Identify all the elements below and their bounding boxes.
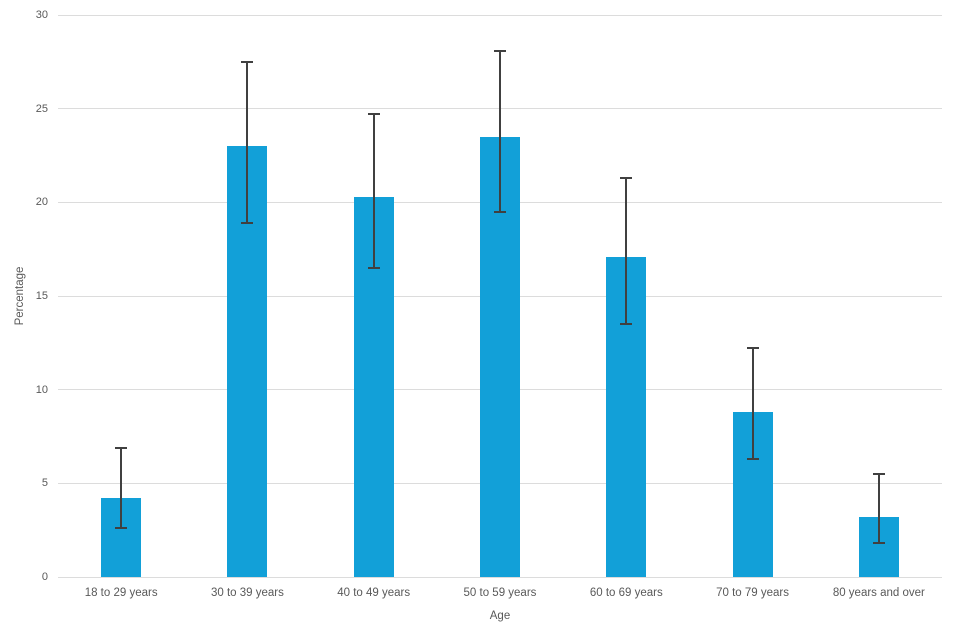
y-tick-label-30: 30 — [35, 9, 48, 21]
y-tick-label-0: 0 — [41, 571, 48, 583]
error-bar-cap-top-18-to-29-years — [115, 446, 128, 449]
x-tick-label-18-to-29-years: 18 to 29 years — [84, 587, 158, 599]
error-bar-line-70-to-79-years — [751, 348, 754, 459]
error-bar-line-80-years-and-over — [877, 473, 880, 544]
x-tick-label-60-to-69-years: 60 to 69 years — [589, 587, 663, 599]
error-bar-cap-bottom-80-years-and-over — [872, 542, 885, 545]
y-tick-label-10: 10 — [35, 383, 48, 396]
x-tick-label-30-to-39-years: 30 to 39 years — [210, 587, 284, 599]
y-tick-label-15: 15 — [35, 290, 48, 302]
error-bar-cap-bottom-18-to-29-years — [115, 527, 128, 530]
gridline-0 — [58, 576, 942, 578]
error-bar-cap-top-50-to-59-years — [494, 49, 506, 52]
error-bar-line-50-to-59-years — [499, 50, 501, 212]
error-bar-line-18-to-29-years — [120, 447, 123, 529]
y-tick-label-25: 25 — [35, 102, 48, 115]
error-bar-cap-bottom-40-to-49-years — [367, 266, 380, 269]
error-bar-cap-bottom-60-to-69-years — [620, 323, 633, 326]
error-bar-cap-top-70-to-79-years — [746, 347, 759, 350]
error-bar-line-30-to-39-years — [246, 61, 249, 223]
y-tick-label-5: 5 — [41, 477, 48, 490]
x-axis-title: Age — [489, 610, 511, 622]
error-bar-cap-bottom-50-to-59-years — [494, 210, 506, 213]
error-bar-cap-top-80-years-and-over — [872, 472, 885, 475]
x-tick-label-80-years-and-over: 80 years and over — [832, 587, 925, 599]
error-bar-cap-top-30-to-39-years — [241, 60, 254, 63]
error-bar-cap-bottom-30-to-39-years — [241, 221, 254, 224]
error-bar-line-40-to-49-years — [372, 114, 375, 268]
error-bar-cap-bottom-70-to-79-years — [746, 457, 759, 460]
gridline-30 — [58, 14, 942, 16]
error-bar-cap-top-60-to-69-years — [620, 176, 633, 179]
x-tick-label-40-to-49-years: 40 to 49 years — [337, 587, 411, 599]
y-tick-label-20: 20 — [35, 196, 48, 209]
error-bar-cap-top-40-to-49-years — [367, 113, 380, 116]
error-bar-line-60-to-69-years — [625, 177, 628, 325]
x-tick-label-50-to-59-years: 50 to 59 years — [463, 587, 537, 599]
x-tick-label-70-to-79-years: 70 to 79 years — [716, 587, 789, 599]
